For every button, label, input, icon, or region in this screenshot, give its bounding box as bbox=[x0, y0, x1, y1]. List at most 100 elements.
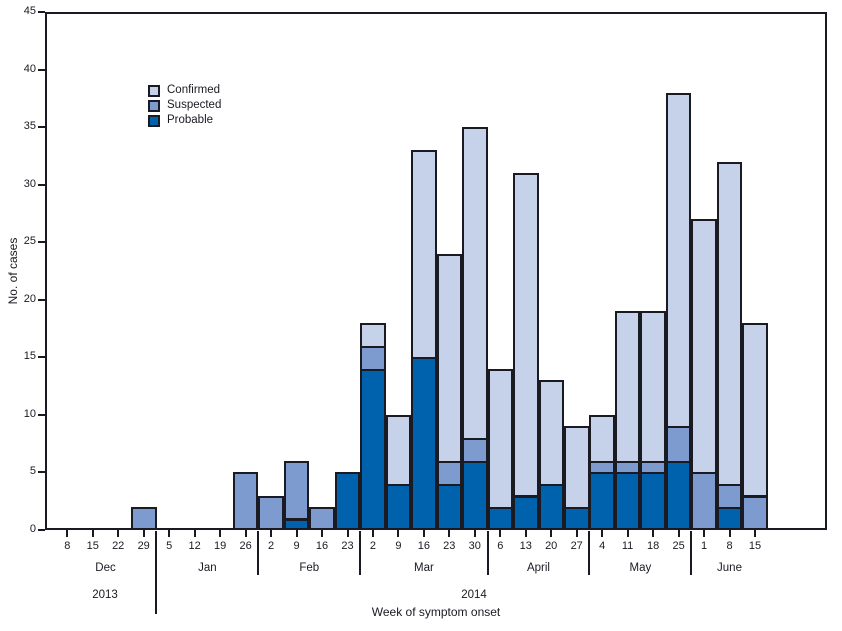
x-tick bbox=[193, 530, 196, 537]
bar-segment-confirmed bbox=[411, 150, 437, 360]
month-label: May bbox=[629, 562, 652, 574]
bar-segment-suspected bbox=[360, 345, 386, 371]
month-label: Mar bbox=[413, 562, 434, 574]
bar-segment-probable bbox=[538, 484, 564, 530]
bar-segment-suspected bbox=[716, 484, 743, 509]
x-tick-label: 23 bbox=[341, 540, 354, 552]
bar-segment-suspected bbox=[131, 507, 157, 530]
bar-segment-suspected bbox=[462, 437, 488, 463]
bar-segment-suspected bbox=[309, 507, 335, 530]
y-tick bbox=[38, 126, 45, 129]
bar-segment-confirmed bbox=[589, 414, 615, 463]
x-tick bbox=[117, 530, 120, 537]
x-axis-title: Week of symptom onset bbox=[371, 605, 501, 619]
x-tick-label: 5 bbox=[166, 540, 173, 552]
x-tick bbox=[550, 530, 553, 537]
bar-segment-probable bbox=[436, 484, 463, 530]
bar-segment-probable bbox=[716, 507, 743, 530]
y-tick-label: 15 bbox=[23, 350, 36, 363]
x-tick-label: 8 bbox=[726, 540, 733, 552]
x-tick bbox=[601, 530, 604, 537]
x-tick-label: 12 bbox=[188, 540, 201, 552]
x-tick-label: 1 bbox=[700, 540, 708, 552]
x-tick-label: 11 bbox=[621, 540, 634, 552]
y-tick-label: 40 bbox=[23, 62, 36, 75]
y-tick bbox=[38, 183, 45, 186]
x-tick-label: 23 bbox=[443, 540, 456, 552]
x-tick bbox=[524, 530, 527, 537]
x-tick bbox=[66, 530, 69, 537]
y-tick-label: 0 bbox=[29, 523, 36, 535]
y-tick-label: 20 bbox=[23, 292, 36, 305]
bar-segment-probable bbox=[411, 357, 437, 530]
y-tick bbox=[38, 298, 45, 301]
bar-segment-suspected bbox=[232, 472, 259, 530]
x-tick-label: 15 bbox=[86, 540, 99, 552]
month-label: June bbox=[717, 562, 742, 574]
bar-segment-suspected bbox=[640, 460, 666, 475]
x-tick bbox=[677, 530, 680, 537]
bar-segment-suspected bbox=[665, 426, 692, 463]
x-tick-label: 20 bbox=[545, 540, 558, 552]
bar-segment-confirmed bbox=[385, 414, 412, 486]
bar-segment-confirmed bbox=[742, 322, 768, 498]
y-tick bbox=[38, 413, 45, 416]
month-label: Dec bbox=[95, 562, 116, 574]
year-separator bbox=[155, 531, 158, 614]
month-separator bbox=[588, 531, 591, 575]
month-separator bbox=[257, 531, 260, 575]
y-tick bbox=[38, 241, 45, 244]
x-tick-label: 29 bbox=[137, 540, 150, 552]
legend-item-confirmed: Confirmed bbox=[148, 83, 221, 98]
year-label-2013: 2013 bbox=[92, 589, 118, 601]
x-tick bbox=[168, 530, 171, 537]
x-tick bbox=[448, 530, 451, 537]
x-tick-label: 18 bbox=[646, 540, 660, 552]
legend-item-probable: Probable bbox=[148, 113, 221, 128]
legend: Confirmed Suspected Probable bbox=[148, 83, 221, 128]
bar-segment-probable bbox=[589, 472, 615, 530]
month-label: Jan bbox=[198, 562, 217, 574]
bar-segment-probable bbox=[360, 368, 386, 530]
y-tick-label: 25 bbox=[23, 235, 36, 248]
bar-segment-suspected bbox=[614, 460, 641, 475]
confirmed-swatch-icon bbox=[148, 84, 160, 97]
bar-segment-suspected bbox=[691, 472, 717, 530]
x-tick-label: 9 bbox=[395, 540, 402, 552]
x-tick-label: 16 bbox=[315, 540, 329, 552]
x-tick bbox=[473, 530, 476, 537]
x-tick bbox=[219, 530, 222, 537]
legend-label-probable: Probable bbox=[167, 114, 214, 126]
y-tick-label: 30 bbox=[23, 177, 36, 190]
bar-segment-suspected bbox=[589, 460, 615, 475]
bar-segment-confirmed bbox=[716, 161, 743, 486]
bar-segment-confirmed bbox=[614, 311, 641, 463]
x-tick-label: 4 bbox=[599, 540, 606, 552]
x-tick-label: 27 bbox=[570, 540, 583, 552]
bar-segment-confirmed bbox=[665, 92, 692, 429]
x-tick bbox=[652, 530, 655, 537]
x-tick bbox=[270, 530, 273, 537]
month-separator bbox=[359, 531, 362, 575]
x-tick-label: 26 bbox=[239, 540, 252, 552]
bar-segment-confirmed bbox=[462, 127, 488, 440]
y-tick bbox=[38, 471, 45, 474]
x-tick bbox=[346, 530, 349, 537]
month-separator bbox=[486, 531, 489, 575]
x-tick bbox=[703, 530, 705, 537]
x-tick-label: 9 bbox=[293, 540, 300, 552]
y-tick-label: 45 bbox=[23, 5, 36, 17]
y-tick bbox=[38, 68, 45, 71]
bar-segment-probable bbox=[640, 472, 666, 530]
suspected-swatch-icon bbox=[148, 99, 160, 112]
x-tick bbox=[91, 530, 94, 537]
month-separator bbox=[690, 531, 693, 575]
bar-segment-probable bbox=[564, 507, 590, 530]
x-tick bbox=[575, 530, 578, 537]
x-tick-label: 22 bbox=[112, 540, 125, 552]
legend-label-suspected: Suspected bbox=[167, 99, 222, 111]
bar-segment-confirmed bbox=[436, 253, 463, 463]
legend-label-confirmed: Confirmed bbox=[167, 84, 221, 96]
bar-segment-confirmed bbox=[691, 219, 717, 475]
